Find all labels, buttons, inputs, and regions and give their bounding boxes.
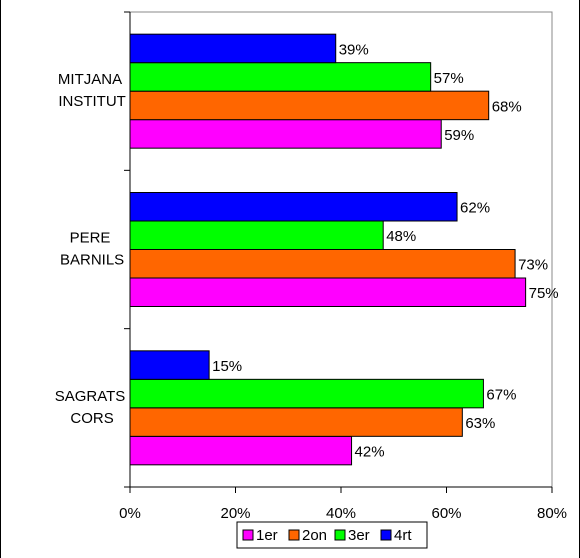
x-tick-label: 60%	[431, 505, 461, 522]
category-label: PERE BARNILS	[56, 229, 124, 268]
data-label: 63%	[465, 415, 495, 432]
legend-swatch	[334, 529, 346, 541]
bar	[129, 192, 458, 222]
data-label: 39%	[339, 41, 369, 58]
x-tick-label: 20%	[220, 505, 250, 522]
data-label: 73%	[518, 257, 548, 274]
bar	[129, 220, 384, 250]
legend-label: 1er	[256, 527, 278, 544]
x-tick-label: 40%	[326, 505, 356, 522]
legend	[236, 521, 428, 549]
bar	[129, 90, 490, 121]
legend-swatch	[288, 529, 300, 541]
bar	[129, 33, 337, 64]
data-label: 42%	[355, 444, 385, 461]
legend-swatch	[242, 529, 254, 541]
x-tick-label: 0%	[119, 505, 141, 522]
data-label: 15%	[212, 358, 242, 375]
bar	[129, 435, 353, 466]
bar	[129, 119, 442, 149]
data-label: 62%	[460, 200, 490, 217]
bar	[129, 62, 432, 92]
bar	[129, 249, 516, 279]
category-label: MITJANA INSTITUT	[54, 71, 126, 110]
bar	[129, 378, 484, 409]
category-label: SAGRATS CORS	[55, 388, 126, 427]
bar	[129, 350, 210, 380]
x-tick-label: 80%	[537, 505, 567, 522]
data-label: 67%	[486, 387, 516, 404]
data-label: 68%	[492, 98, 522, 115]
bar	[129, 277, 527, 307]
legend-swatch	[380, 529, 392, 541]
bar	[129, 407, 463, 437]
data-label: 59%	[444, 127, 474, 144]
data-label: 48%	[386, 228, 416, 245]
legend-label: 4rt	[394, 527, 412, 544]
data-label: 57%	[434, 70, 464, 87]
data-label: 75%	[529, 285, 559, 302]
legend-label: 2on	[302, 527, 327, 544]
legend-label: 3er	[348, 527, 370, 544]
